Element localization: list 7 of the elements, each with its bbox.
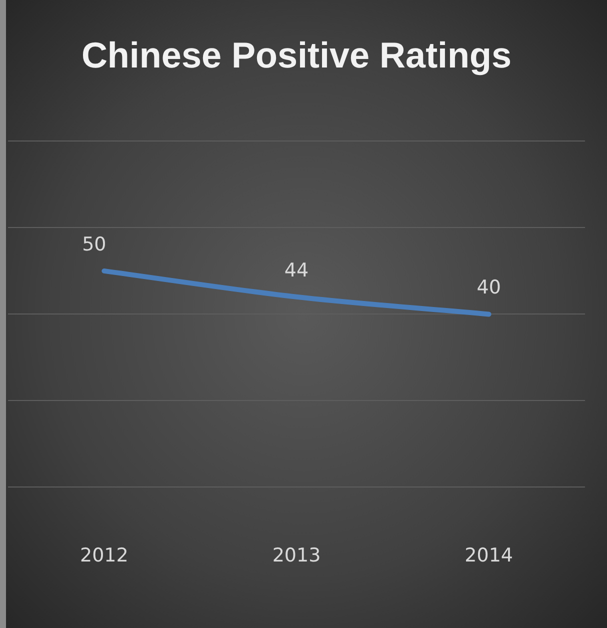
data-label: 40 xyxy=(476,276,501,299)
chart-title: Chinese Positive Ratings xyxy=(81,34,512,76)
x-tick-label: 2013 xyxy=(272,544,321,567)
x-tick-label: 2012 xyxy=(80,544,128,567)
data-label: 50 xyxy=(82,233,106,256)
x-tick-label: 2014 xyxy=(464,544,514,567)
data-label: 44 xyxy=(284,259,309,282)
